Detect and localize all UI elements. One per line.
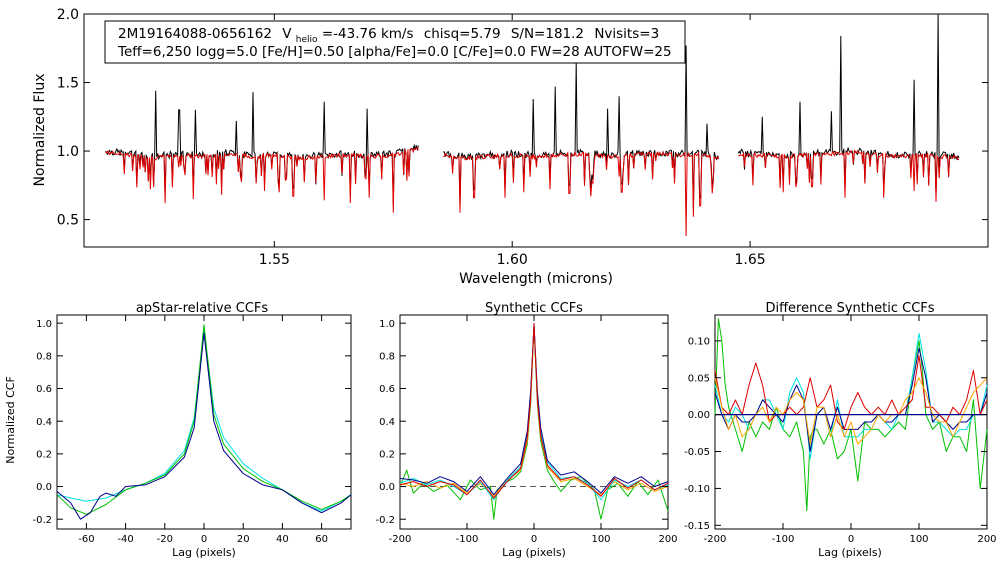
difference-ytick-label: -0.10: [684, 484, 710, 495]
annotation-chisq: chisq=5.79: [424, 26, 501, 42]
difference-series-cyan: [714, 332, 988, 460]
observed-spectrum-chip-2: [443, 45, 719, 209]
annotation-vhelio-sub: helio: [296, 35, 318, 45]
synthetic-title: Synthetic CCFs: [485, 301, 583, 316]
difference-ytick-label: -0.15: [684, 521, 710, 532]
difference-ytick-label: 0.10: [688, 336, 710, 347]
observed-spectrum-chip-3: [737, 13, 960, 194]
apstar-ytick-label: 0.6: [36, 384, 52, 395]
difference-xtick-label: -100: [772, 534, 795, 545]
apstar-xtick-label: -40: [117, 534, 133, 545]
difference-xtick-label: -200: [704, 534, 727, 545]
apstar-ytick-label: 0.4: [36, 417, 52, 428]
apstar-series-green: [56, 324, 352, 515]
synthetic-ytick-label: 1.0: [379, 319, 395, 330]
apstar-ylabel: Normalized CCF: [4, 376, 17, 464]
difference-xlabel: Lag (pixels): [818, 546, 882, 559]
spectrum-ylabel: Normalized Flux: [32, 74, 48, 187]
apstar-xtick-label: 40: [276, 534, 289, 545]
difference-series: [714, 318, 988, 512]
difference-ytick-label: -0.05: [684, 447, 710, 458]
synthetic-series-orange: [399, 324, 669, 497]
difference-ytick-label: 0.00: [688, 410, 710, 421]
annotation-line-1: 2M19164088-0656162 V helio =-43.76 km/s …: [118, 26, 659, 46]
difference-ticks: -200 -100 0 100 200 -0.15 -0.10 -0.05 0.00 0.05 0.…: [684, 315, 997, 545]
difference-ytick-label: 0.05: [688, 373, 710, 384]
synthetic-ytick-label: 0.8: [379, 351, 395, 362]
synthetic-xtick-label: 100: [591, 534, 610, 545]
annotation-line-2: Teff=6,250 logg=5.0 [Fe/H]=0.50 [alpha/F…: [117, 44, 672, 60]
apstar-ytick-label: 0.8: [36, 351, 52, 362]
synthetic-xlabel: Lag (pixels): [502, 546, 566, 559]
synthetic-ccf-panel: Synthetic CCFs -200 -100 0 100 200 -0.2 0.0 0.2…: [375, 301, 677, 559]
difference-xtick-label: 100: [909, 534, 928, 545]
apstar-series: [56, 324, 352, 520]
synthetic-ytick-label: 0.0: [379, 482, 395, 493]
synthetic-ytick-label: 0.6: [379, 384, 395, 395]
difference-title: Difference Synthetic CCFs: [765, 301, 934, 316]
apstar-title: apStar-relative CCFs: [136, 301, 269, 316]
apstar-xtick-label: 20: [237, 534, 250, 545]
synthetic-ytick-label: -0.2: [375, 515, 395, 526]
spectrum-series: [104, 13, 960, 237]
spectrum-xtick-label: 1.65: [735, 252, 766, 268]
difference-xtick-label: 0: [848, 534, 854, 545]
annotation-box: [104, 20, 686, 64]
synthetic-ticks: -200 -100 0 100 200 -0.2 0.0 0.2 0.4 0.6 0.8 1.0: [375, 315, 678, 545]
observed-spectrum-chip-1: [104, 90, 419, 205]
apstar-xtick-label: 0: [201, 534, 207, 545]
spectrum-xtick-label: 1.55: [259, 252, 290, 268]
annotation-vhelio-value: =-43.76 km/s: [322, 26, 414, 42]
annotation-star: 2M19164088-0656162: [118, 26, 272, 42]
apstar-plot-frame: [56, 314, 352, 530]
spectrum-xlabel: Wavelength (microns): [459, 271, 613, 287]
spectrum-xtick-label: 1.60: [497, 252, 528, 268]
synthetic-series-red: [399, 322, 669, 499]
apstar-ticks: -60 -40 -20 0 20 40 60 -0.2 0.0 0.2 0.4 0.6 0.8 1.0: [32, 315, 351, 545]
annotation-sn: S/N=181.2: [511, 26, 584, 42]
model-spectrum-chip-2: [442, 150, 719, 237]
spectrum-ytick-label: 1.0: [57, 144, 79, 160]
apstar-ytick-label: 0.2: [36, 449, 52, 460]
spectrum-ytick-label: 1.5: [57, 76, 79, 92]
annotation-nvisits: Nvisits=3: [594, 26, 659, 42]
spectrum-plot-frame: [83, 13, 989, 248]
spectrum-ytick-label: 2.0: [57, 7, 79, 23]
apstar-ccf-panel: apStar-relative CCFs -60 -40 -20 0 20 40 60 -0.…: [4, 301, 352, 559]
apstar-ytick-label: 0.0: [36, 482, 52, 493]
model-spectrum-chip-3: [738, 149, 960, 202]
apstar-series-cyan: [56, 329, 352, 512]
difference-series-green: [714, 318, 988, 512]
difference-series-red: [714, 355, 988, 430]
difference-xtick-label: 200: [977, 534, 996, 545]
difference-ccf-panel: Difference Synthetic CCFs -200 -100 0 100 20…: [684, 301, 996, 559]
synthetic-ytick-label: 0.2: [379, 449, 395, 460]
synthetic-series-cyan: [399, 322, 669, 501]
synthetic-series: [399, 322, 669, 520]
apstar-xtick-label: -20: [157, 534, 173, 545]
apstar-xtick-label: -60: [78, 534, 94, 545]
model-spectrum-chip-1: [105, 146, 419, 213]
annotation-vhelio-prefix: V: [282, 26, 292, 42]
spectrum-ytick-label: 0.5: [57, 213, 79, 229]
synthetic-xtick-label: -200: [389, 534, 412, 545]
synthetic-xtick-label: -100: [456, 534, 479, 545]
apstar-ytick-label: 1.0: [36, 319, 52, 330]
synthetic-xtick-label: 0: [531, 534, 537, 545]
synthetic-xtick-label: 200: [658, 534, 677, 545]
difference-series-orange: [714, 377, 988, 445]
spectrum-panel: 1.55 1.60 1.65 0.5 1.0 1.5 2.0 Wavelength (mic…: [32, 7, 989, 287]
apstar-xtick-label: 60: [315, 534, 328, 545]
synthetic-plot-frame: [399, 314, 669, 530]
apstar-ytick-label: -0.2: [32, 515, 52, 526]
synthetic-series-blue: [399, 324, 669, 496]
apstar-xlabel: Lag (pixels): [172, 546, 236, 559]
spectrum-ticks: 1.55 1.60 1.65 0.5 1.0 1.5 2.0: [57, 7, 988, 268]
apstar-series-blue: [56, 332, 352, 520]
synthetic-ytick-label: 0.4: [379, 417, 395, 428]
